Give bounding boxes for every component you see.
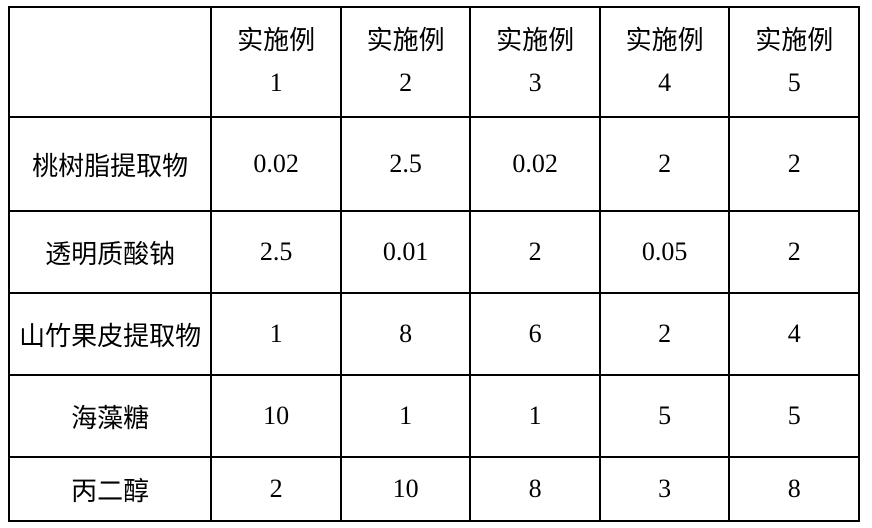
cell: 0.05: [600, 211, 730, 293]
cell: 2: [470, 211, 600, 293]
cell: 10: [341, 457, 471, 521]
table-row: 山竹果皮提取物 1 8 6 2 4: [9, 293, 859, 375]
table-row: 桃树脂提取物 0.02 2.5 0.02 2 2: [9, 117, 859, 211]
cell: 8: [470, 457, 600, 521]
cell: 1: [211, 293, 341, 375]
header-col-4-l2: 4: [602, 62, 728, 104]
cell: 2: [211, 457, 341, 521]
cell: 2.5: [341, 117, 471, 211]
header-col-3-l1: 实施例: [472, 20, 598, 62]
row-label: 丙二醇: [9, 457, 211, 521]
header-col-5-l1: 实施例: [731, 20, 857, 62]
header-blank: [9, 7, 211, 117]
cell: 2: [729, 117, 859, 211]
cell: 8: [729, 457, 859, 521]
composition-table: 实施例 1 实施例 2 实施例 3 实施例 4 实施例 5: [8, 6, 860, 522]
header-col-4: 实施例 4: [600, 7, 730, 117]
cell: 4: [729, 293, 859, 375]
cell: 3: [600, 457, 730, 521]
table-row: 丙二醇 2 10 8 3 8: [9, 457, 859, 521]
cell: 0.01: [341, 211, 471, 293]
header-col-2: 实施例 2: [341, 7, 471, 117]
row-label: 透明质酸钠: [9, 211, 211, 293]
cell: 2.5: [211, 211, 341, 293]
header-col-5-l2: 5: [731, 62, 857, 104]
header-col-2-l2: 2: [343, 62, 469, 104]
cell: 8: [341, 293, 471, 375]
row-label: 桃树脂提取物: [9, 117, 211, 211]
cell: 10: [211, 375, 341, 457]
row-label: 山竹果皮提取物: [9, 293, 211, 375]
header-col-1-l1: 实施例: [213, 20, 339, 62]
cell: 1: [341, 375, 471, 457]
table-row: 透明质酸钠 2.5 0.01 2 0.05 2: [9, 211, 859, 293]
header-col-4-l1: 实施例: [602, 20, 728, 62]
cell: 5: [600, 375, 730, 457]
cell: 2: [600, 117, 730, 211]
header-col-5: 实施例 5: [729, 7, 859, 117]
header-col-1-l2: 1: [213, 62, 339, 104]
table-container: 实施例 1 实施例 2 实施例 3 实施例 4 实施例 5: [0, 0, 872, 528]
table-row: 海藻糖 10 1 1 5 5: [9, 375, 859, 457]
cell: 0.02: [211, 117, 341, 211]
header-col-3-l2: 3: [472, 62, 598, 104]
header-col-3: 实施例 3: [470, 7, 600, 117]
cell: 0.02: [470, 117, 600, 211]
cell: 2: [600, 293, 730, 375]
header-col-2-l1: 实施例: [343, 20, 469, 62]
cell: 6: [470, 293, 600, 375]
header-row: 实施例 1 实施例 2 实施例 3 实施例 4 实施例 5: [9, 7, 859, 117]
row-label: 海藻糖: [9, 375, 211, 457]
header-col-1: 实施例 1: [211, 7, 341, 117]
cell: 5: [729, 375, 859, 457]
cell: 2: [729, 211, 859, 293]
cell: 1: [470, 375, 600, 457]
